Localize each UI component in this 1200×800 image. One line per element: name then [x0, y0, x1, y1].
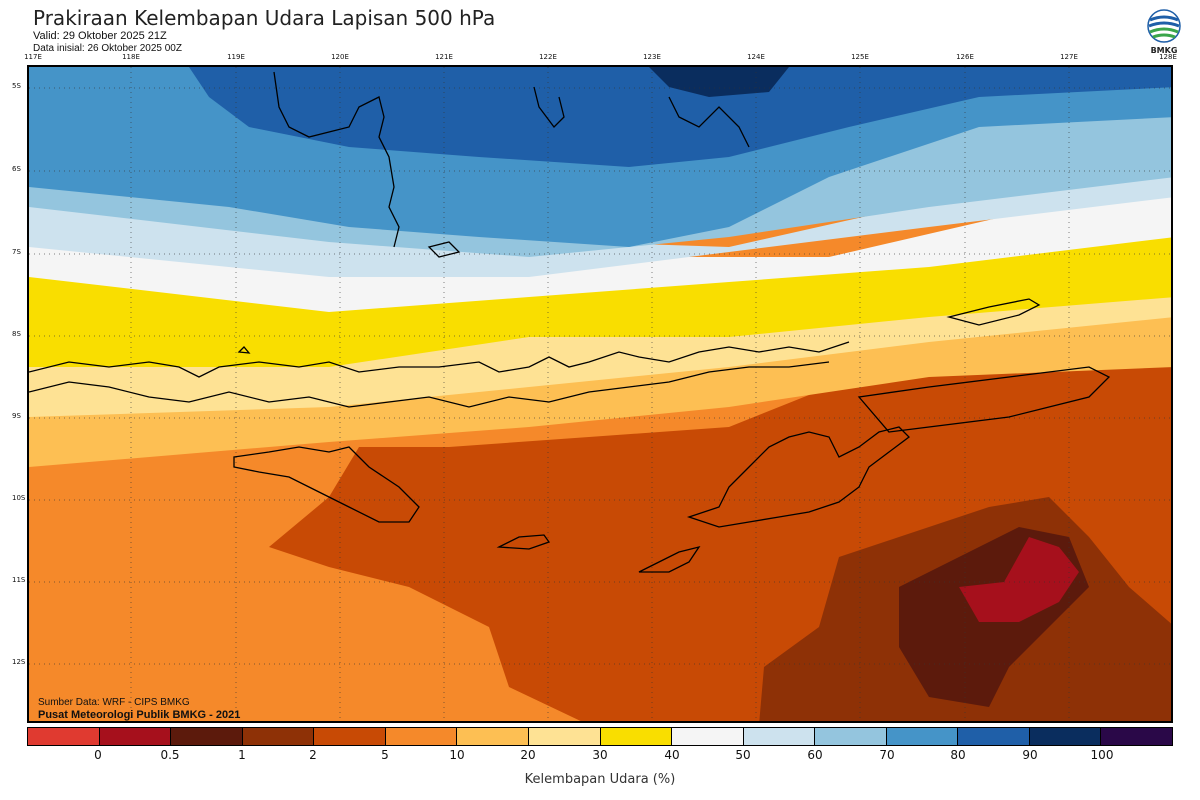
- colorbar-label: 50: [735, 748, 751, 762]
- lat-tick: 9S: [12, 412, 21, 420]
- colorbar-label: 70: [879, 748, 895, 762]
- lat-tick: 12S: [12, 658, 26, 666]
- lon-tick: 123E: [643, 53, 661, 61]
- lon-tick: 122E: [539, 53, 557, 61]
- logo-text: BMKG: [1151, 46, 1178, 55]
- lon-tick: 120E: [331, 53, 349, 61]
- lat-tick: 8S: [12, 330, 21, 338]
- colorbar-title: Kelembapan Udara (%): [524, 772, 676, 787]
- colorbar-swatch: [528, 728, 601, 745]
- graticule: [29, 67, 1171, 721]
- lat-tick: 11S: [12, 576, 26, 584]
- source-line2: Pusat Meteorologi Publik BMKG - 2021: [38, 709, 241, 721]
- colorbar-swatch: [1101, 728, 1172, 745]
- humidity-map: [27, 65, 1173, 723]
- lon-tick: 121E: [435, 53, 453, 61]
- lon-tick: 126E: [956, 53, 974, 61]
- lon-tick: 127E: [1060, 53, 1078, 61]
- lon-tick: 117E: [24, 53, 42, 61]
- band-pale-blue: [29, 147, 1171, 277]
- lat-tick: 5S: [12, 82, 21, 90]
- colorbar-swatch: [1029, 728, 1102, 745]
- colorbar-swatch: [815, 728, 887, 745]
- colorbar: [27, 727, 1173, 746]
- map-title: Prakiraan Kelembapan Udara Lapisan 500 h…: [33, 6, 496, 30]
- lon-tick: 118E: [122, 53, 140, 61]
- source-credit: Sumber Data: WRF - CIPS BMKG Pusat Meteo…: [38, 697, 240, 721]
- colorbar-label: 100: [1090, 748, 1114, 762]
- colorbar-label: 0.5: [160, 748, 180, 762]
- init-time: Data inisial: 26 Oktober 2025 00Z: [33, 43, 182, 54]
- lon-tick: 124E: [747, 53, 765, 61]
- colorbar-swatch: [958, 728, 1030, 745]
- lat-tick: 10S: [12, 494, 26, 502]
- colorbar-swatch: [600, 728, 673, 745]
- colorbar-label: 10: [449, 748, 465, 762]
- coastlines: [29, 71, 1111, 573]
- colorbar-swatch: [314, 728, 386, 745]
- lon-tick: 125E: [851, 53, 869, 61]
- colorbar-swatch: [886, 728, 959, 745]
- colorbar-swatch: [99, 728, 172, 745]
- humidity-map-svg: [29, 67, 1171, 721]
- colorbar-swatch: [171, 728, 243, 745]
- band-white: [29, 177, 1171, 312]
- band-deep-navy: [649, 67, 789, 97]
- source-line1: Sumber Data: WRF - CIPS BMKG: [38, 697, 190, 708]
- colorbar-swatch: [743, 728, 816, 745]
- colorbar-label: 90: [1022, 748, 1038, 762]
- colorbar-swatch: [28, 728, 100, 745]
- colorbar-label: 40: [664, 748, 680, 762]
- bmkg-logo: BMKG: [1144, 8, 1184, 56]
- colorbar-label: 60: [807, 748, 823, 762]
- lon-tick: 128E: [1159, 53, 1177, 61]
- valid-time: Valid: 29 Oktober 2025 21Z: [33, 30, 167, 42]
- lat-tick: 6S: [12, 165, 21, 173]
- lon-tick: 119E: [227, 53, 245, 61]
- colorbar-label: 30: [592, 748, 608, 762]
- band-red: [959, 537, 1079, 622]
- colorbar-label: 5: [381, 748, 389, 762]
- colorbar-swatch: [242, 728, 315, 745]
- colorbar-swatch: [672, 728, 744, 745]
- colorbar-label: 80: [950, 748, 966, 762]
- colorbar-label: 1: [238, 748, 246, 762]
- colorbar-swatch: [385, 728, 458, 745]
- colorbar-label: 20: [520, 748, 536, 762]
- lat-tick: 7S: [12, 248, 21, 256]
- colorbar-label: 0: [94, 748, 102, 762]
- colorbar-label: 2: [309, 748, 317, 762]
- colorbar-swatch: [457, 728, 529, 745]
